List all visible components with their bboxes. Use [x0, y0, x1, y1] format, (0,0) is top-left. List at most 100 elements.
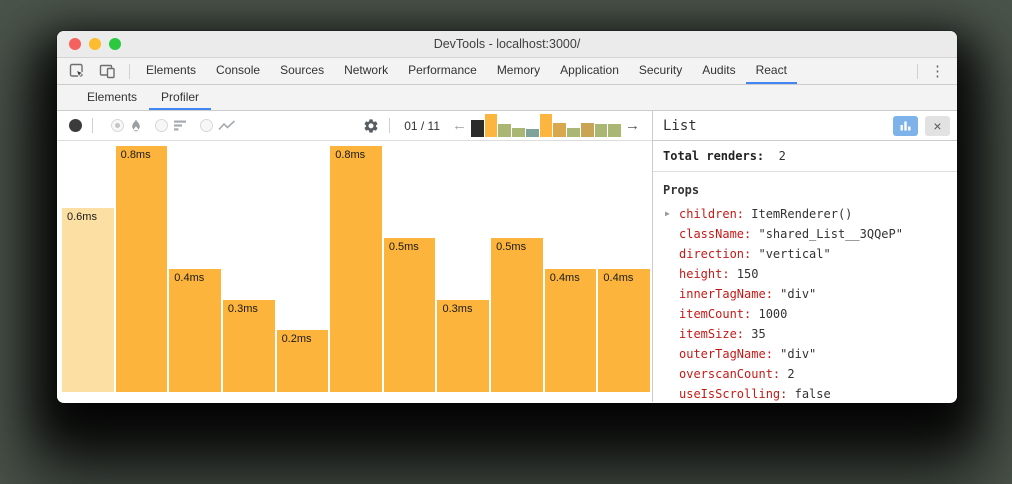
- commit-bar-8[interactable]: 0.3ms: [437, 300, 490, 392]
- inspect-element-icon[interactable]: [65, 60, 89, 82]
- previous-snapshot-icon[interactable]: ←: [452, 117, 467, 134]
- subtab-profiler[interactable]: Profiler: [149, 85, 212, 110]
- minichart-bar-9[interactable]: [580, 123, 594, 137]
- minichart-bar-3[interactable]: [498, 124, 512, 137]
- tabbar-right: ⋮: [911, 58, 957, 84]
- minichart-bar-10[interactable]: [594, 124, 608, 137]
- bar-duration-label: 0.6ms: [67, 211, 97, 223]
- flamegraph-option[interactable]: [111, 118, 143, 133]
- bar-duration-label: 0.5ms: [496, 241, 527, 253]
- view-renders-chart-button[interactable]: [893, 115, 918, 136]
- prop-row-itemSize[interactable]: itemSize: 35: [663, 324, 947, 344]
- tab-network[interactable]: Network: [344, 63, 389, 77]
- prop-row-overscanCount[interactable]: overscanCount: 2: [663, 364, 947, 384]
- commit-bar-6[interactable]: 0.8ms: [330, 146, 382, 392]
- prop-value: false: [787, 387, 831, 401]
- next-snapshot-icon[interactable]: →: [625, 117, 640, 134]
- ranked-radio[interactable]: [155, 119, 168, 132]
- snapshot-minichart[interactable]: [471, 114, 622, 137]
- flame-icon: [132, 118, 140, 132]
- minichart-bar-1[interactable]: [471, 120, 484, 137]
- gear-icon[interactable]: [359, 115, 383, 137]
- bar-duration-label: 0.8ms: [335, 149, 366, 161]
- bar-duration-label: 0.4ms: [603, 272, 634, 284]
- prop-row-height[interactable]: height: 150: [663, 264, 947, 284]
- device-toolbar-icon[interactable]: [95, 60, 119, 82]
- prop-row-className[interactable]: className: "shared_List__3QQeP": [663, 224, 947, 244]
- commit-bar-1-selected[interactable]: 0.6ms: [62, 208, 114, 392]
- minichart-bar-8[interactable]: [567, 128, 580, 137]
- react-subtabbar: Elements Profiler: [57, 85, 957, 111]
- ranked-chart-icon: [174, 120, 186, 131]
- prop-value: 150: [729, 267, 759, 281]
- prop-value: "vertical": [751, 247, 831, 261]
- subtab-elements[interactable]: Elements: [87, 89, 138, 104]
- component-name: List: [663, 117, 697, 134]
- bar-duration-label: 0.3ms: [227, 303, 258, 315]
- bars-container: 0.6ms 0.8ms 0.4ms 0.3ms 0.2ms 0.8ms 0.5ms 0.3ms…: [62, 141, 651, 392]
- close-icon[interactable]: ×: [925, 115, 950, 136]
- tab-elements[interactable]: Elements: [146, 63, 197, 77]
- tab-react[interactable]: React: [745, 58, 797, 84]
- zoom-window-button[interactable]: [109, 38, 121, 50]
- minimize-window-button[interactable]: [89, 38, 101, 50]
- prop-row-innerTagName[interactable]: innerTagName: "div": [663, 284, 947, 304]
- minichart-bar-6[interactable]: [539, 114, 553, 137]
- traffic-lights: [69, 38, 121, 50]
- flamegraph-radio[interactable]: [111, 119, 124, 132]
- tab-console[interactable]: Console: [216, 63, 261, 77]
- commit-bar-5[interactable]: 0.2ms: [276, 330, 329, 392]
- devtools-window: DevTools - localhost:3000/ Eleme: [57, 31, 957, 403]
- commit-bar-3[interactable]: 0.4ms: [169, 269, 221, 392]
- tab-performance[interactable]: Performance: [408, 63, 477, 77]
- commit-bar-9[interactable]: 0.5ms: [491, 238, 543, 392]
- ranked-option[interactable]: [155, 119, 188, 132]
- divider: [917, 63, 918, 79]
- expand-caret-icon[interactable]: ▶: [665, 209, 670, 218]
- prop-value: "shared_List__3QQeP": [751, 227, 903, 241]
- minichart-bar-4[interactable]: [512, 128, 525, 137]
- tab-memory[interactable]: Memory: [496, 63, 541, 77]
- interactions-radio[interactable]: [200, 119, 213, 132]
- props-section: Props ▶ children: ItemRenderer() className…: [653, 172, 957, 402]
- total-renders-label: Total renders:: [663, 149, 765, 163]
- commit-bar-11[interactable]: 0.4ms: [598, 269, 651, 392]
- prop-row-itemCount[interactable]: itemCount: 1000: [663, 304, 947, 324]
- bar-duration-label: 0.8ms: [120, 149, 151, 161]
- minichart-bar-5[interactable]: [525, 129, 539, 137]
- minichart-bar-11[interactable]: [608, 124, 622, 137]
- tab-security[interactable]: Security: [638, 63, 683, 77]
- devtools-tool-icons: [65, 58, 123, 84]
- prop-key: itemSize:: [679, 327, 745, 341]
- more-options-icon[interactable]: ⋮: [930, 63, 945, 80]
- prop-value: "div": [772, 347, 817, 361]
- prop-row-useIsScrolling[interactable]: useIsScrolling: false: [663, 384, 947, 402]
- total-renders-value: [771, 149, 778, 163]
- minichart-bar-2[interactable]: [484, 114, 498, 137]
- commit-bar-4[interactable]: 0.3ms: [222, 300, 275, 392]
- bar-chart-icon: [900, 121, 911, 131]
- bar-duration-label: 0.2ms: [281, 333, 312, 345]
- details-panel: List × Total renders: 2 Props ▶ children:…: [652, 111, 957, 402]
- commit-bar-10[interactable]: 0.4ms: [544, 269, 597, 392]
- minichart-bar-7[interactable]: [553, 123, 567, 137]
- tab-audits[interactable]: Audits: [702, 63, 736, 77]
- close-window-button[interactable]: [69, 38, 81, 50]
- record-icon[interactable]: [69, 119, 82, 132]
- window-title: DevTools - localhost:3000/: [433, 37, 581, 51]
- prop-row-direction[interactable]: direction: "vertical": [663, 244, 947, 264]
- commit-bar-chart: 0.6ms 0.8ms 0.4ms 0.3ms 0.2ms 0.8ms 0.5ms 0.3ms…: [57, 141, 652, 402]
- commit-bar-7[interactable]: 0.5ms: [383, 238, 436, 392]
- bar-duration-label: 0.4ms: [174, 272, 205, 284]
- interactions-option[interactable]: [200, 119, 236, 132]
- prop-value: 1000: [751, 307, 788, 321]
- prop-row-outerTagName[interactable]: outerTagName: "div": [663, 344, 947, 364]
- prop-value: 35: [744, 327, 766, 341]
- bar-duration-label: 0.4ms: [549, 272, 580, 284]
- tab-sources[interactable]: Sources: [280, 63, 325, 77]
- commit-bar-2[interactable]: 0.8ms: [115, 146, 168, 392]
- prop-row-children[interactable]: ▶ children: ItemRenderer(): [663, 204, 947, 224]
- tab-application[interactable]: Application: [560, 63, 619, 77]
- prop-key: useIsScrolling:: [679, 387, 788, 401]
- total-renders-row: Total renders: 2: [653, 141, 957, 172]
